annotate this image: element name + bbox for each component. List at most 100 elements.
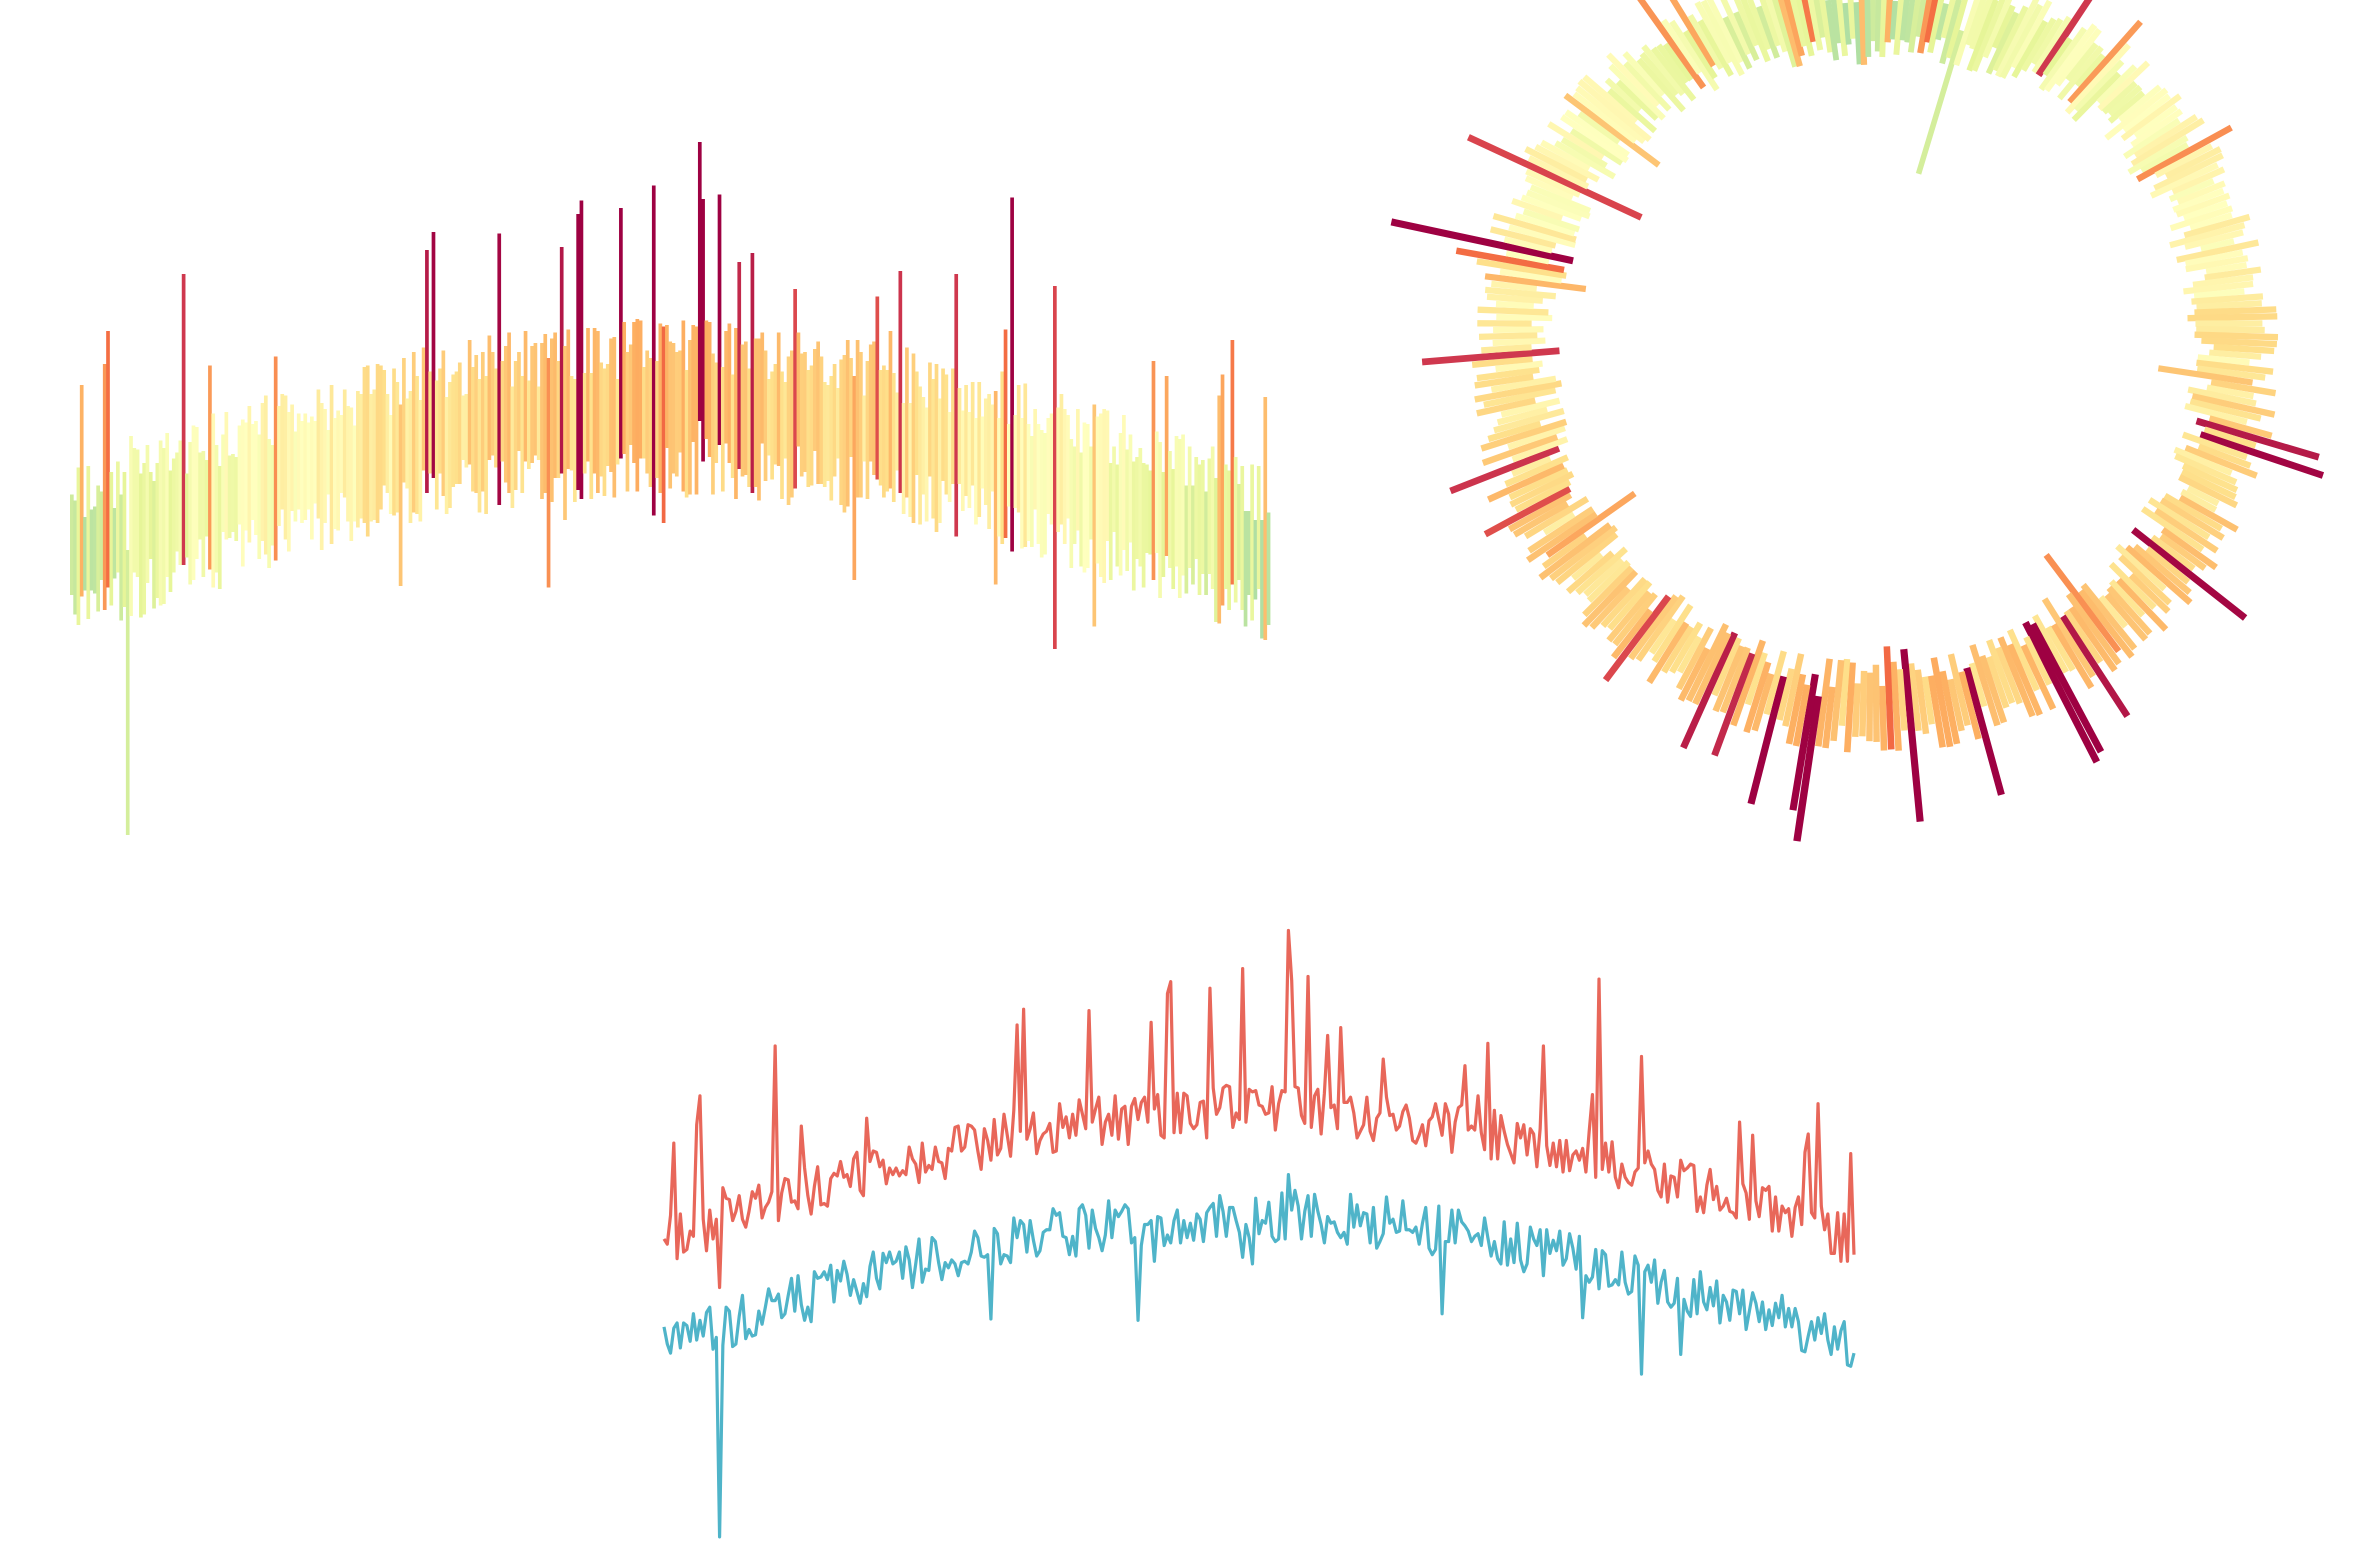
range-bar <box>1233 457 1238 603</box>
range-bar <box>451 374 456 487</box>
range-bar <box>760 332 765 444</box>
range-bar <box>619 208 623 459</box>
range-bar <box>1030 436 1034 547</box>
radial-bar <box>2140 506 2205 553</box>
range-bar <box>1013 415 1018 508</box>
radial-bar <box>1449 445 1561 495</box>
radial-bar <box>1842 2 1852 45</box>
range-bar <box>175 452 179 552</box>
range-bar <box>658 323 663 493</box>
range-bar <box>780 371 784 499</box>
radial-bar <box>2071 71 2122 122</box>
range-bar <box>93 506 97 594</box>
range-bar <box>1003 329 1008 538</box>
radial-bar <box>1740 0 1771 63</box>
range-bar <box>310 416 314 540</box>
radial-bar <box>1825 0 1840 61</box>
radial-bar <box>2097 60 2151 112</box>
radial-bar <box>2044 23 2098 93</box>
radial-bar <box>1756 5 1780 59</box>
radial-bar <box>1896 669 1908 731</box>
range-bar <box>181 274 186 565</box>
range-bar <box>379 365 383 510</box>
radial-bar <box>2192 274 2254 288</box>
range-bar <box>819 356 824 484</box>
radial-bar <box>2184 229 2244 250</box>
range-bar <box>441 350 446 496</box>
range-bar <box>221 434 225 532</box>
range-bar <box>464 394 469 468</box>
radial-bar <box>1600 576 1648 629</box>
radial-bar <box>2160 527 2218 571</box>
radial-bar <box>1527 506 1595 554</box>
range-bar <box>415 376 419 514</box>
radial-bar <box>2042 36 2073 77</box>
range-bar <box>395 382 400 513</box>
range-bar <box>1115 464 1120 567</box>
radial-bar <box>1511 436 1569 463</box>
radial-bar <box>2122 117 2181 160</box>
radial-bar <box>1917 0 1933 54</box>
range-bar <box>303 413 308 520</box>
range-bar <box>1207 458 1212 574</box>
range-bar <box>500 361 505 462</box>
radial-bar <box>1985 11 2020 75</box>
radial-bar <box>1940 0 1956 39</box>
range-bar <box>523 331 528 462</box>
radial-bar <box>2181 462 2239 494</box>
range-bar <box>438 368 442 474</box>
radial-bar <box>2185 255 2249 273</box>
radial-bar <box>1883 646 1895 750</box>
radial-bar <box>1852 683 1861 737</box>
radial-bar <box>1615 79 1659 121</box>
radial-bar <box>2131 527 2248 621</box>
radial-bar <box>1830 659 1845 742</box>
range-bar <box>540 343 544 499</box>
range-bar <box>152 481 156 609</box>
range-bar <box>734 328 738 499</box>
range-bar <box>1105 410 1110 541</box>
range-bar <box>484 376 488 514</box>
radial-bar <box>2106 585 2153 636</box>
radial-bar <box>2023 635 2053 686</box>
radial-bar <box>2128 573 2171 614</box>
radial-bar <box>2054 27 2102 87</box>
range-bar <box>1217 395 1222 624</box>
range-bar <box>586 328 590 462</box>
range-bar <box>937 398 942 523</box>
range-bar <box>185 473 189 558</box>
range-bar <box>911 353 916 523</box>
radial-bar <box>1602 594 1672 683</box>
radial-bar <box>2127 134 2189 175</box>
range-bar <box>550 338 554 502</box>
radial-bar <box>2006 628 2040 692</box>
range-bar <box>250 424 255 520</box>
radial-bar <box>1650 46 1697 102</box>
range-bar <box>217 466 222 589</box>
radial-bar <box>2169 222 2246 249</box>
range-bar <box>776 332 781 466</box>
radial-bar <box>2020 644 2057 711</box>
range-bar <box>799 353 804 477</box>
range-bar <box>286 412 291 552</box>
range-bar <box>231 454 235 532</box>
range-bar <box>497 233 502 505</box>
radial-bar <box>1879 685 1888 751</box>
range-bar <box>836 388 840 459</box>
range-bar <box>300 421 304 523</box>
radial-bar <box>2120 93 2182 142</box>
radial-bar <box>1525 511 1598 563</box>
radial-bar <box>2159 497 2225 541</box>
radial-bar <box>1586 559 1631 603</box>
range-bar <box>530 346 534 463</box>
radial-bar <box>1500 397 1561 418</box>
range-bar <box>352 425 357 522</box>
range-bar <box>1023 383 1028 547</box>
range-bar <box>290 404 294 511</box>
range-bar <box>369 394 373 522</box>
range-bar <box>891 373 896 502</box>
radial-bar <box>2209 349 2262 360</box>
range-bar <box>1072 446 1077 544</box>
range-bar <box>536 386 541 460</box>
radial-bar <box>2080 582 2138 651</box>
